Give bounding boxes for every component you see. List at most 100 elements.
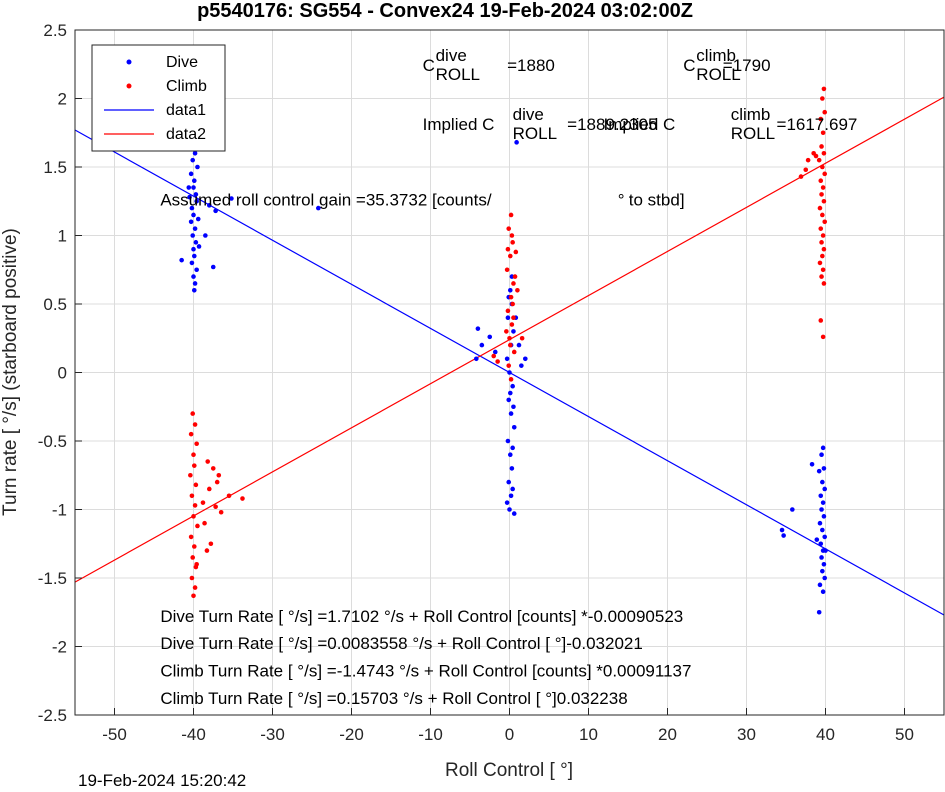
annotation-text: =1617.697 <box>777 115 858 134</box>
dive-point <box>203 233 208 238</box>
climb-point <box>512 274 518 279</box>
dive-point <box>193 192 199 197</box>
dive-point <box>817 520 823 526</box>
c-roll-sub: ROLL <box>696 65 740 84</box>
climb-point <box>216 472 222 478</box>
climb-point <box>820 164 825 170</box>
climb-point <box>820 233 826 238</box>
climb-point <box>511 349 517 355</box>
x-tick-label: -40 <box>181 725 206 744</box>
c-roll-sub: ROLL <box>513 124 557 143</box>
dive-point <box>507 288 513 293</box>
dive-point <box>781 533 786 538</box>
dive-point <box>821 562 827 567</box>
dive-point <box>229 196 234 201</box>
dive-point <box>179 257 184 263</box>
climb-point <box>821 246 827 252</box>
x-tick-label: -10 <box>418 725 443 744</box>
climb-point <box>821 86 827 92</box>
climb-point <box>505 308 511 314</box>
annotation-text: =1790 <box>723 56 771 75</box>
dive-point <box>820 479 825 485</box>
climb-point <box>819 274 824 279</box>
y-tick-label: -1 <box>52 501 67 520</box>
dive-point <box>820 527 825 533</box>
dive-point <box>507 452 513 458</box>
dive-point <box>475 326 481 331</box>
climb-point <box>195 523 200 529</box>
climb-point <box>821 198 827 204</box>
climb-point <box>822 171 828 177</box>
annotation-text: to stbd] <box>629 190 685 209</box>
dive-point <box>487 334 493 340</box>
dive-point <box>509 466 515 471</box>
climb-point <box>509 322 515 327</box>
c-roll-base: C <box>683 56 695 75</box>
dive-point <box>192 151 198 156</box>
dive-point <box>191 185 196 190</box>
climb-point <box>192 503 198 508</box>
dive-point <box>790 507 795 512</box>
dive-point <box>186 185 192 190</box>
dive-point <box>190 233 196 238</box>
climb-point <box>817 205 823 211</box>
climb-point <box>811 151 816 156</box>
climb-point <box>818 178 824 183</box>
dive-point <box>479 342 485 348</box>
climb-point <box>214 479 220 485</box>
x-tick-label: 10 <box>579 725 598 744</box>
climb-point <box>193 482 199 488</box>
climb-point <box>506 226 512 231</box>
c-roll-sup: dive <box>513 105 544 124</box>
dive-point <box>196 244 202 249</box>
climb-point <box>191 452 196 458</box>
dive-point <box>820 500 826 505</box>
climb-point <box>822 109 828 115</box>
climb-point <box>192 422 198 427</box>
climb-point <box>821 281 827 286</box>
climb-point <box>191 593 196 599</box>
dive-point <box>192 226 198 231</box>
annotation-text: =1880 <box>507 56 555 75</box>
climb-point <box>508 377 514 382</box>
climb-point <box>202 520 207 526</box>
dive-point <box>516 342 522 348</box>
dive-point <box>189 260 195 266</box>
dive-point <box>510 383 515 389</box>
annotation-text: Dive Turn Rate [ °/s] =1.7102 °/s + Roll… <box>160 607 683 626</box>
dive-point <box>187 194 192 200</box>
annotation-text: Assumed roll control gain =35.3732 [coun… <box>160 190 492 209</box>
dive-point <box>195 164 200 170</box>
climb-point <box>507 342 513 348</box>
dive-point <box>210 264 216 270</box>
data-points <box>179 86 828 615</box>
chart-title: p5540176: SG554 - Convex24 19-Feb-2024 0… <box>197 0 693 22</box>
dive-point <box>511 329 516 334</box>
y-tick-label: -1.5 <box>38 569 67 588</box>
climb-point <box>820 185 826 190</box>
dive-point <box>508 493 514 499</box>
dive-point <box>511 511 517 516</box>
dive-point <box>519 363 524 368</box>
c-roll-sup: climb <box>731 105 771 124</box>
climb-point <box>240 496 245 501</box>
climb-point <box>189 493 195 499</box>
dive-point <box>191 274 196 279</box>
climb-point <box>191 544 197 549</box>
legend: Dive Climb data1 data2 <box>91 44 226 152</box>
dive-point <box>492 349 498 355</box>
x-tick-label: 20 <box>658 725 677 744</box>
dive-point <box>779 527 785 533</box>
y-axis-label: Turn rate [ °/s] (starboard positive) <box>0 228 21 516</box>
climb-point <box>194 562 199 567</box>
legend-label: Dive <box>166 54 198 71</box>
climb-point <box>213 504 218 510</box>
dive-point <box>822 486 828 492</box>
dive-point <box>191 212 196 218</box>
dive-point <box>821 466 827 471</box>
climb-point <box>204 548 210 553</box>
climb-point <box>504 329 509 334</box>
climb-point <box>188 472 193 478</box>
climb-point <box>820 96 825 101</box>
